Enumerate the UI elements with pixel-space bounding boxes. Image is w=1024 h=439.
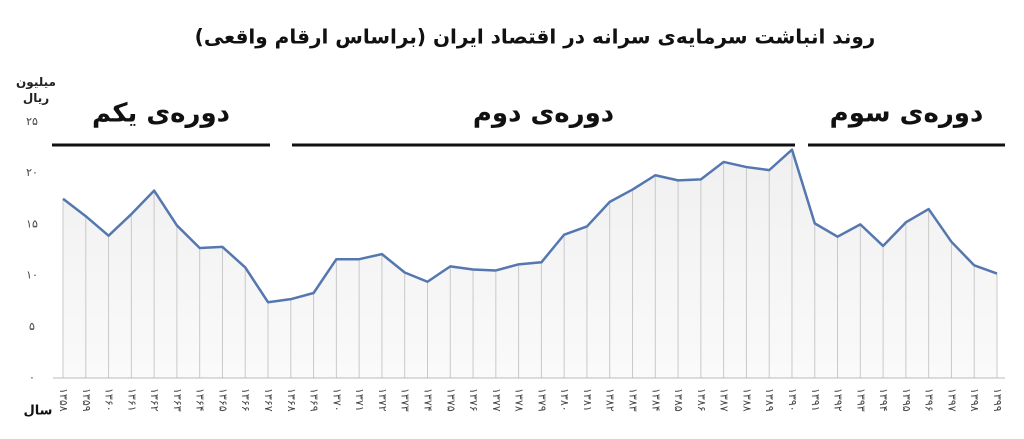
x-tick-label: ۱۳۷۱ (353, 388, 366, 412)
x-tick-label: ۱۳۹۹ (991, 388, 1004, 412)
period-label: دوره‌ی سوم (830, 99, 984, 129)
x-tick-label: ۱۳۶۶ (239, 388, 252, 412)
x-tick-label: ۱۳۸۳ (627, 388, 640, 412)
y-axis-label: میلیون ریال (16, 75, 56, 105)
x-tick-label: ۱۳۹۳ (854, 388, 867, 412)
x-axis-label: سال (24, 404, 53, 419)
x-tick-label: ۱۳۸۷ (718, 388, 731, 412)
x-tick-label: ۱۳۵۹ (80, 388, 93, 412)
x-tick-label: ۱۳۶۰ (103, 388, 116, 412)
x-tick-label: ۱۳۸۴ (649, 388, 662, 412)
y-tick-label: ۵ (29, 320, 35, 333)
x-tick-label: ۱۳۶۵ (216, 388, 229, 412)
x-tick-label: ۱۳۸۰ (558, 388, 571, 412)
x-tick-label: ۱۳۸۸ (740, 388, 753, 412)
x-tick-label: ۱۳۷۲ (376, 388, 389, 412)
y-tick-label: ۲۰ (26, 166, 38, 179)
y-tick-label: ۱۰ (26, 269, 38, 282)
x-tick-label: ۱۳۶۹ (308, 388, 321, 412)
x-tick-label: ۱۳۹۵ (900, 388, 913, 412)
x-tick-label: ۱۳۶۳ (171, 388, 184, 412)
x-tick-label: ۱۳۵۸ (57, 388, 70, 412)
x-tick-label: ۱۳۷۵ (444, 388, 457, 412)
x-tick-label: ۱۳۸۹ (763, 388, 776, 412)
x-tick-label: ۱۳۷۸ (513, 388, 526, 412)
x-tick-label: ۱۳۶۱ (125, 388, 138, 412)
y-tick-label: ۱۵ (26, 217, 38, 230)
x-tick-label: ۱۳۶۸ (285, 388, 298, 412)
period-label: دوره‌ی یکم (92, 99, 230, 129)
x-tick-label: ۱۳۹۲ (832, 388, 845, 412)
y-tick-label: ۰ (29, 371, 35, 384)
chart-title: روند انباشت سرمایه‌ی سرانه در اقتصاد ایر… (195, 25, 876, 49)
line (62, 148, 998, 304)
x-tick-label: ۱۳۸۶ (695, 388, 708, 412)
x-tick-label: ۱۳۷۹ (535, 388, 548, 412)
x-tick-label: ۱۳۹۰ (786, 388, 799, 412)
x-tick-label: ۱۳۸۲ (604, 388, 617, 412)
x-tick-label: ۱۳۹۷ (945, 388, 958, 412)
x-tick-label: ۱۳۷۰ (330, 388, 343, 412)
x-tick-label: ۱۳۹۶ (923, 388, 936, 412)
x-tick-label: ۱۳۹۱ (809, 388, 822, 412)
x-tick-label: ۱۳۹۸ (968, 388, 981, 412)
x-tick-label: ۱۳۷۳ (399, 388, 412, 412)
x-tick-label: ۱۳۸۵ (672, 388, 685, 412)
period-label: دوره‌ی دوم (473, 99, 614, 129)
x-tick-label: ۱۳۸۱ (581, 388, 594, 412)
x-tick-label: ۱۳۹۴ (877, 388, 890, 412)
x-tick-label: ۱۳۶۴ (194, 388, 207, 412)
x-tick-label: ۱۳۶۷ (262, 388, 275, 412)
x-tick-label: ۱۳۶۲ (148, 388, 161, 412)
x-tick-label: ۱۳۷۶ (467, 388, 480, 412)
x-tick-label: ۱۳۷۴ (421, 388, 434, 412)
x-tick-label: ۱۳۷۷ (490, 388, 503, 412)
y-tick-label: ۲۵ (26, 115, 38, 128)
